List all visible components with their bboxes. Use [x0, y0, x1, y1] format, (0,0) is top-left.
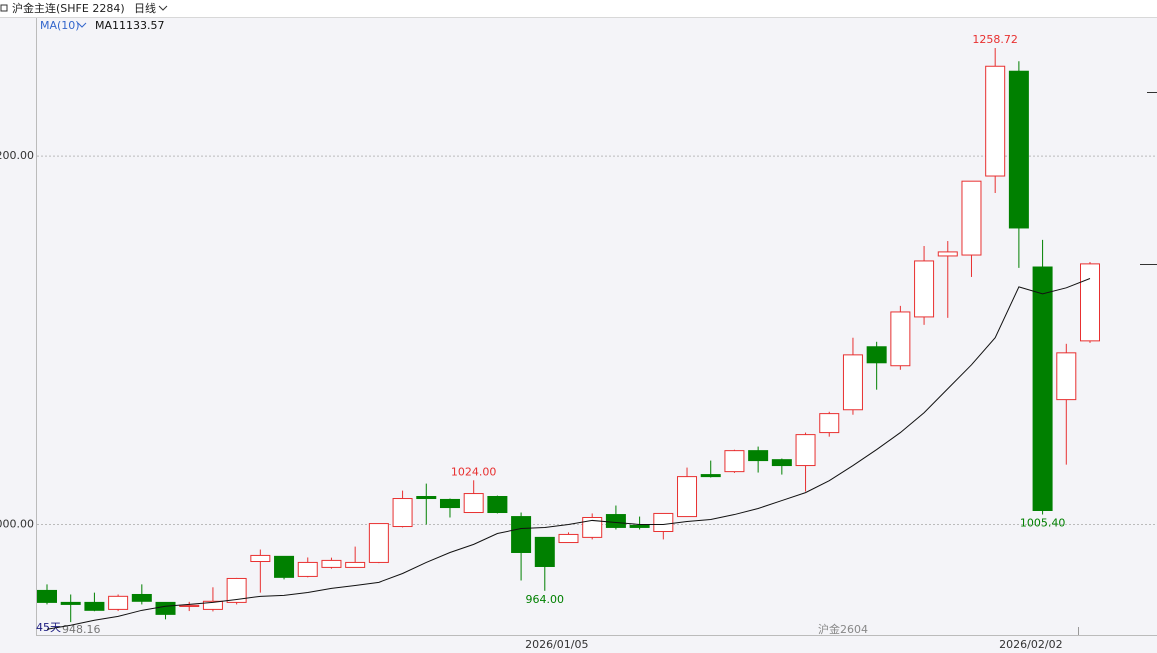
candle-body: [558, 533, 579, 544]
ma-name: MA1: [95, 19, 119, 32]
period-chevron[interactable]: [158, 5, 168, 11]
low-price: 948.16: [62, 623, 101, 636]
candle-body: [677, 476, 698, 518]
candle-body: [819, 413, 840, 434]
candle-body: [1080, 263, 1100, 342]
candle-body: [226, 577, 247, 603]
candle-body: [202, 600, 223, 610]
candle-body: [345, 561, 366, 568]
candle-body: [985, 65, 1006, 177]
candle-body: [321, 559, 342, 568]
toolbar: [0, 0, 1157, 17]
symbol[interactable]: 沪金主连(SHFE 2284): [12, 1, 125, 15]
candle-body: [771, 459, 792, 467]
menu-icon[interactable]: [0, 4, 8, 12]
candle-body: [842, 354, 863, 411]
indicator-chevron[interactable]: [77, 22, 87, 28]
x-tick-label: 2026/01/05: [525, 638, 588, 651]
candle-body: [84, 601, 105, 611]
candle-body: [914, 260, 935, 318]
ma-line: [46, 278, 1091, 630]
contract: 沪金2604: [818, 622, 868, 636]
candle-body: [463, 493, 484, 514]
candle-body: [1056, 352, 1077, 401]
candle-body: [60, 601, 81, 605]
candle-body: [439, 498, 460, 509]
candle-body: [534, 536, 555, 567]
candle-body: [700, 474, 721, 478]
candle-body: [250, 554, 271, 563]
candle-body: [511, 516, 532, 553]
price-annotation: 964.00: [526, 593, 565, 606]
candle-body: [605, 514, 626, 528]
y-tick-label: 1000.00: [0, 517, 34, 530]
price-annotation: 1258.72: [972, 33, 1018, 46]
candle-body: [179, 604, 200, 607]
candle-body: [131, 593, 152, 602]
day-count: 45天: [36, 621, 61, 634]
price-annotation: 1005.40: [1020, 517, 1066, 530]
x-tick-label: 2026/02/02: [999, 638, 1062, 651]
candle-body: [629, 524, 650, 528]
candle-body: [416, 495, 437, 500]
candle-body: [866, 346, 887, 364]
candle-body: [653, 512, 674, 532]
candle-body: [37, 589, 57, 603]
candle-body: [582, 516, 603, 538]
candle-body: [961, 180, 982, 256]
period[interactable]: 日线: [134, 1, 156, 15]
candle-body: [155, 601, 176, 615]
candle-body: [297, 561, 318, 577]
candle-body: [724, 450, 745, 473]
candle-body: [748, 450, 769, 462]
candle-body: [487, 495, 508, 514]
indicator-label[interactable]: MA(10): [40, 19, 80, 32]
candle-body: [890, 311, 911, 367]
candle-body: [1008, 70, 1029, 229]
candle-body: [274, 555, 295, 578]
price-annotation: 1024.00: [451, 465, 497, 478]
ma-value: 1133.57: [119, 19, 165, 32]
candle-body: [108, 595, 129, 610]
y-tick-label: 1200.00: [0, 149, 34, 162]
candle-body: [937, 251, 958, 257]
candle-body: [795, 434, 816, 467]
candle-body: [1032, 266, 1053, 511]
candle-body: [392, 498, 413, 528]
candle-body: [368, 523, 389, 563]
